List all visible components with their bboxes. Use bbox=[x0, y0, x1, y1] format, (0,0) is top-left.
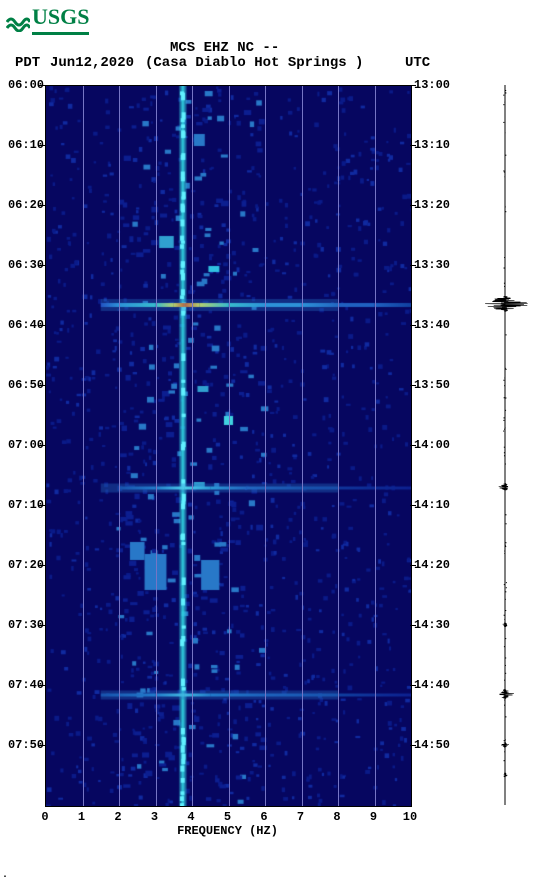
y-tick-right-label: 13:20 bbox=[414, 198, 450, 212]
page-container: USGS MCS EHZ NC -- PDT Jun12,2020 (Casa … bbox=[0, 0, 552, 892]
x-tick-label: 8 bbox=[333, 810, 340, 824]
y-tick-right-label: 14:40 bbox=[414, 678, 450, 692]
gridline bbox=[375, 86, 376, 806]
y-tick-mark bbox=[39, 445, 45, 446]
y-tick-mark bbox=[410, 625, 416, 626]
footnote-mark: . bbox=[2, 870, 8, 881]
x-tick-label: 3 bbox=[151, 810, 158, 824]
y-tick-left-label: 07:20 bbox=[2, 558, 44, 572]
x-tick-label: 5 bbox=[224, 810, 231, 824]
y-tick-left-label: 07:00 bbox=[2, 438, 44, 452]
y-tick-right-label: 13:50 bbox=[414, 378, 450, 392]
station-code: MCS EHZ NC -- bbox=[170, 40, 279, 56]
y-tick-mark bbox=[39, 85, 45, 86]
usgs-logo: USGS bbox=[6, 4, 89, 35]
y-tick-mark bbox=[410, 685, 416, 686]
y-tick-right-label: 14:50 bbox=[414, 738, 450, 752]
x-tick-label: 4 bbox=[187, 810, 194, 824]
y-tick-mark bbox=[410, 385, 416, 386]
x-tick-label: 10 bbox=[403, 810, 417, 824]
gridline bbox=[338, 86, 339, 806]
y-tick-left-label: 06:30 bbox=[2, 258, 44, 272]
y-tick-mark bbox=[410, 145, 416, 146]
y-tick-right-label: 13:40 bbox=[414, 318, 450, 332]
gridline bbox=[156, 86, 157, 806]
y-tick-right-label: 14:20 bbox=[414, 558, 450, 572]
y-tick-left-label: 07:40 bbox=[2, 678, 44, 692]
y-tick-left-label: 06:40 bbox=[2, 318, 44, 332]
y-tick-left-label: 07:10 bbox=[2, 498, 44, 512]
y-tick-left-label: 06:00 bbox=[2, 78, 44, 92]
gridline bbox=[192, 86, 193, 806]
y-tick-mark bbox=[410, 205, 416, 206]
y-tick-mark bbox=[39, 565, 45, 566]
x-tick-label: 7 bbox=[297, 810, 304, 824]
y-tick-mark bbox=[39, 385, 45, 386]
gridline bbox=[302, 86, 303, 806]
x-tick-label: 6 bbox=[260, 810, 267, 824]
side-waveform bbox=[475, 85, 535, 805]
y-tick-mark bbox=[410, 265, 416, 266]
y-tick-mark bbox=[39, 205, 45, 206]
y-tick-mark bbox=[410, 565, 416, 566]
y-tick-mark bbox=[39, 745, 45, 746]
x-tick-label: 0 bbox=[41, 810, 48, 824]
gridline bbox=[83, 86, 84, 806]
gridline bbox=[229, 86, 230, 806]
y-tick-right-label: 13:30 bbox=[414, 258, 450, 272]
y-tick-right-label: 14:30 bbox=[414, 618, 450, 632]
x-tick-label: 9 bbox=[370, 810, 377, 824]
y-tick-mark bbox=[410, 745, 416, 746]
y-tick-mark bbox=[39, 145, 45, 146]
y-tick-mark bbox=[39, 685, 45, 686]
x-axis-label: FREQUENCY (HZ) bbox=[0, 824, 455, 838]
y-tick-left-label: 06:10 bbox=[2, 138, 44, 152]
y-tick-right-label: 14:10 bbox=[414, 498, 450, 512]
x-tick-label: 2 bbox=[114, 810, 121, 824]
y-tick-left-label: 07:30 bbox=[2, 618, 44, 632]
wave-icon bbox=[6, 8, 30, 32]
y-tick-right-label: 13:10 bbox=[414, 138, 450, 152]
date: Jun12,2020 bbox=[50, 55, 134, 71]
tz-left: PDT bbox=[15, 55, 40, 71]
y-tick-mark bbox=[39, 265, 45, 266]
usgs-text: USGS bbox=[32, 4, 89, 35]
y-tick-mark bbox=[39, 505, 45, 506]
y-tick-mark bbox=[39, 625, 45, 626]
gridline bbox=[265, 86, 266, 806]
x-tick-label: 1 bbox=[78, 810, 85, 824]
y-tick-left-label: 07:50 bbox=[2, 738, 44, 752]
spectrogram-plot bbox=[45, 85, 412, 807]
gridline bbox=[119, 86, 120, 806]
y-tick-left-label: 06:20 bbox=[2, 198, 44, 212]
y-tick-mark bbox=[410, 325, 416, 326]
y-tick-right-label: 13:00 bbox=[414, 78, 450, 92]
y-tick-mark bbox=[39, 325, 45, 326]
y-tick-left-label: 06:50 bbox=[2, 378, 44, 392]
y-tick-mark bbox=[410, 445, 416, 446]
station: (Casa Diablo Hot Springs ) bbox=[145, 55, 363, 71]
tz-right: UTC bbox=[405, 55, 430, 71]
y-tick-mark bbox=[410, 505, 416, 506]
y-tick-mark bbox=[410, 85, 416, 86]
y-tick-right-label: 14:00 bbox=[414, 438, 450, 452]
